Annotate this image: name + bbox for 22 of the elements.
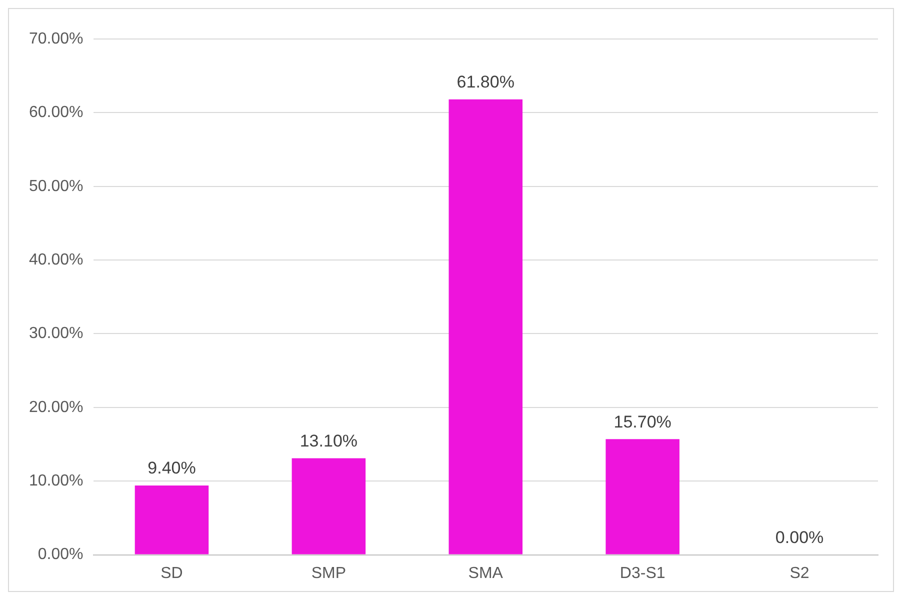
bar [134, 486, 209, 554]
y-tick-label: 30.00% [29, 325, 84, 342]
y-tick-label: 40.00% [29, 251, 84, 268]
y-tick-label: 60.00% [29, 104, 84, 122]
x-tick-label: D3-S1 [620, 564, 666, 582]
bar [448, 99, 523, 554]
data-label: 15.70% [614, 412, 672, 432]
data-label: 9.40% [148, 458, 196, 478]
y-tick-label: 50.00% [29, 178, 84, 195]
x-tick-label: SMA [468, 564, 504, 582]
y-tick-label: 20.00% [29, 398, 84, 416]
bar [292, 458, 366, 554]
y-tick-label: 0.00% [38, 546, 84, 564]
x-tick-label: SMP [311, 564, 346, 582]
x-tick-label: SD [160, 564, 183, 582]
y-tick-label: 70.00% [29, 30, 84, 48]
data-label: 61.80% [456, 72, 514, 92]
bar [606, 439, 680, 554]
data-label: 13.10% [300, 431, 358, 450]
x-tick-label: S2 [790, 564, 810, 582]
y-tick-label: 10.00% [29, 472, 84, 490]
data-label: 0.00% [775, 528, 824, 547]
